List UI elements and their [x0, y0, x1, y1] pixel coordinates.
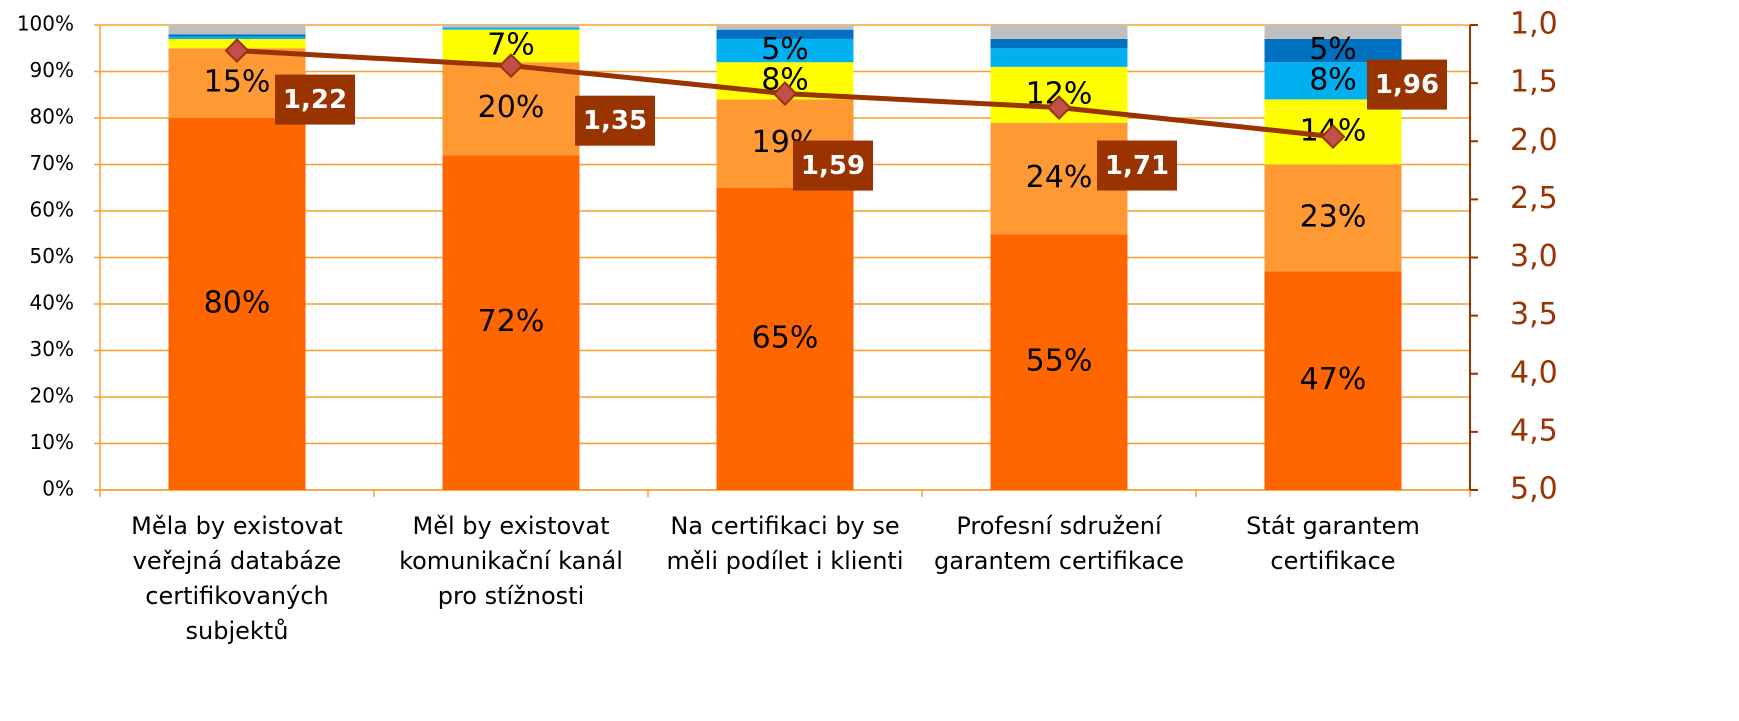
y2-tick-label: 4,5 [1510, 413, 1558, 448]
data-label: 5% [1309, 32, 1357, 67]
y-tick-label: 20% [30, 384, 74, 408]
y-tick-label: 40% [30, 291, 74, 315]
y2-tick-label: 3,0 [1510, 239, 1558, 274]
data-label-box [793, 140, 873, 191]
x-tick-label: Stát garantem [1246, 512, 1420, 540]
bar-segment [990, 25, 1128, 39]
data-label: 65% [752, 320, 819, 355]
y2-tick-label: 1,5 [1510, 65, 1558, 100]
bar-segment [1264, 25, 1402, 39]
x-tick-label: Měl by existovat [413, 512, 610, 540]
y2-tick-label: 1,0 [1510, 7, 1558, 42]
y-tick-label: 60% [30, 198, 74, 222]
x-tick-label: certifikovaných [145, 582, 328, 610]
bar-segment [716, 25, 854, 30]
y-tick-label: 30% [30, 337, 74, 361]
bar-segment [442, 27, 580, 30]
bar-segment [168, 118, 306, 490]
data-label: 1,96 [1375, 70, 1439, 100]
data-label: 72% [478, 304, 545, 339]
data-label: 1,71 [1105, 151, 1169, 181]
x-tick-label: Na certifikaci by se [670, 512, 899, 540]
data-label-box [275, 74, 355, 125]
data-label-box [575, 95, 655, 146]
bar-segment [990, 38, 1128, 49]
data-label: 24% [1026, 160, 1093, 195]
data-label: 23% [1300, 199, 1367, 234]
line-marker [498, 53, 524, 79]
x-tick-label: subjektů [186, 617, 289, 645]
y-tick-label: 70% [30, 151, 74, 175]
data-label: 1,35 [583, 106, 647, 136]
line-marker [1046, 95, 1072, 120]
y-tick-label: 50% [30, 244, 74, 268]
y-tick-label: 80% [30, 105, 74, 129]
data-label: 20% [478, 90, 545, 125]
data-label: 1,59 [801, 151, 865, 181]
x-tick-label: komunikační kanál [399, 547, 623, 575]
y-tick-label: 90% [30, 58, 74, 82]
bar-segment [1264, 38, 1402, 63]
line-marker [1320, 124, 1346, 150]
x-tick-label: měli podílet i klienti [667, 547, 904, 575]
bar-segment [168, 34, 306, 37]
bar-segment [168, 36, 306, 39]
data-label: 8% [1309, 62, 1357, 97]
x-tick-label: pro stížnosti [438, 582, 585, 610]
bar-segment [990, 48, 1128, 67]
x-tick-label: Profesní sdružení [956, 512, 1163, 540]
y-tick-label: 0% [42, 477, 74, 501]
data-label-box [1367, 59, 1447, 110]
bar-segment [716, 187, 854, 490]
y2-tick-label: 4,0 [1510, 355, 1558, 390]
data-label: 80% [204, 286, 271, 321]
x-tick-label: garantem certifikace [934, 547, 1184, 575]
data-label: 15% [204, 65, 271, 100]
bar-segment [1264, 164, 1402, 272]
bar-segment [168, 25, 306, 35]
y2-tick-label: 2,0 [1510, 123, 1558, 158]
line-marker [224, 38, 250, 63]
data-label: 55% [1026, 344, 1093, 379]
bar-segment [716, 29, 854, 39]
y-tick-label: 10% [30, 430, 74, 454]
y2-tick-label: 2,5 [1510, 181, 1558, 216]
x-tick-label: veřejná databáze [133, 547, 342, 575]
bar-segment [442, 25, 580, 28]
data-label: 47% [1300, 362, 1367, 397]
bar-segment [990, 234, 1128, 490]
data-label-box [1097, 140, 1177, 191]
bar-segment [1264, 271, 1402, 490]
x-tick-label: certifikace [1270, 547, 1395, 575]
y2-tick-label: 3,5 [1510, 297, 1558, 332]
bar-segment [442, 155, 580, 490]
bar-segment [716, 38, 854, 63]
x-tick-label: Měla by existovat [131, 512, 343, 540]
data-label: 5% [761, 32, 809, 67]
data-label: 1,22 [283, 85, 347, 115]
y2-tick-label: 5,0 [1510, 472, 1558, 507]
y-tick-label: 100% [17, 12, 74, 36]
line-marker [772, 81, 798, 107]
